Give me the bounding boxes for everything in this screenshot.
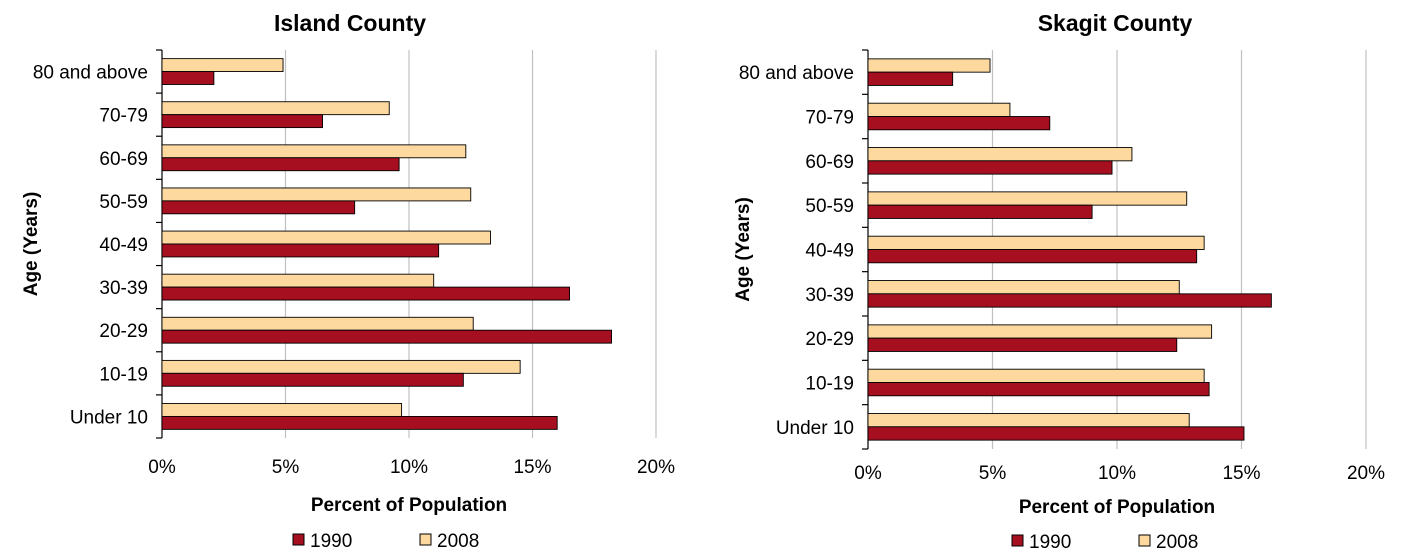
bar-2008-50-59: [161, 187, 472, 202]
category-label: 10-19: [99, 364, 148, 385]
bar-2008-10-19: [161, 359, 521, 374]
category-label: 60-69: [805, 152, 854, 173]
x-tick-label: 10%: [390, 457, 428, 478]
bar-2008-30-39: [161, 273, 435, 288]
bar-2008-under-10: [867, 413, 1190, 428]
x-tick-label: 10%: [1098, 463, 1136, 484]
chart-title: Skagit County: [1038, 10, 1193, 36]
legend-label-2008: 2008: [1156, 532, 1198, 553]
chart-panel-1: Island County Under 10 10-19 20-29 30-39 40-4…: [21, 10, 675, 552]
x-tick-label: 15%: [513, 457, 551, 478]
bar-1990-under-10: [161, 415, 558, 430]
category-label: 80 and above: [33, 63, 148, 84]
x-axis-title: Percent of Population: [1019, 497, 1215, 518]
category-label: 50-59: [805, 196, 854, 217]
category-label: Under 10: [776, 418, 854, 439]
bar-2008-under-10: [161, 403, 403, 417]
bar-2008-10-19: [867, 368, 1205, 383]
bar-1990-80-and-above: [867, 71, 954, 86]
x-tick-label: 20%: [637, 457, 675, 478]
bar-1990-30-39: [867, 293, 1272, 308]
chart-title: Island County: [274, 10, 426, 36]
x-tick-label: 5%: [979, 463, 1007, 484]
bar-1990-10-19: [161, 372, 464, 387]
category-label: 70-79: [99, 106, 148, 127]
category-label: 30-39: [99, 278, 148, 299]
bar-1990-50-59: [867, 204, 1093, 219]
bar-1990-40-49: [161, 243, 440, 258]
legend-label-1990: 1990: [310, 531, 352, 552]
category-label: 80 and above: [739, 63, 854, 84]
y-axis-title: Age (Years): [21, 192, 42, 297]
bar-1990-70-79: [161, 114, 324, 129]
bar-2008-80-and-above: [161, 58, 284, 73]
y-axis-title: Age (Years): [733, 197, 754, 302]
legend-swatch-1990: [1011, 534, 1024, 547]
bar-2008-40-49: [161, 230, 491, 245]
category-label: 10-19: [805, 374, 854, 395]
bar-1990-50-59: [161, 200, 356, 215]
legend-label-2008: 2008: [437, 531, 479, 552]
category-label: 40-49: [805, 241, 854, 262]
legend-swatch-2008: [419, 533, 432, 546]
bar-2008-20-29: [161, 316, 474, 331]
category-label: 60-69: [99, 149, 148, 170]
x-tick-label: 0%: [148, 457, 176, 478]
category-label: 70-79: [805, 108, 854, 129]
bar-2008-60-69: [867, 147, 1133, 162]
bar-1990-70-79: [867, 116, 1051, 131]
bar-2008-80-and-above: [867, 58, 991, 73]
category-label: 20-29: [805, 329, 854, 350]
bar-2008-40-49: [867, 235, 1205, 250]
category-label: 20-29: [99, 321, 148, 342]
x-tick-label: 20%: [1347, 463, 1385, 484]
bar-2008-60-69: [161, 144, 467, 159]
category-label: 30-39: [805, 285, 854, 306]
legend: 1990 2008: [292, 531, 479, 552]
x-tick-label: 0%: [854, 463, 882, 484]
bar-1990-30-39: [161, 286, 570, 301]
bar-1990-60-69: [161, 157, 400, 172]
x-tick-label: 15%: [1222, 463, 1260, 484]
legend-label-1990: 1990: [1029, 532, 1071, 553]
chart-panel-2: Skagit County Under 10 10-19 20-29 30-39 40-4…: [733, 10, 1385, 553]
bar-1990-20-29: [867, 337, 1178, 352]
bar-1990-20-29: [161, 329, 612, 344]
legend-swatch-2008: [1138, 534, 1151, 547]
bar-2008-30-39: [867, 280, 1180, 295]
x-tick-label: 5%: [272, 457, 300, 478]
bar-1990-80-and-above: [161, 71, 215, 85]
x-axis-title: Percent of Population: [311, 495, 507, 516]
bar-1990-under-10: [867, 426, 1245, 441]
bar-1990-60-69: [867, 160, 1113, 175]
bar-2008-50-59: [867, 191, 1188, 206]
bar-2008-70-79: [867, 102, 1011, 117]
bar-2008-70-79: [161, 101, 390, 116]
legend-swatch-1990: [292, 533, 305, 546]
bar-2008-20-29: [867, 324, 1213, 339]
category-label: Under 10: [70, 407, 148, 428]
legend: 1990 2008: [1011, 532, 1198, 553]
category-label: 40-49: [99, 235, 148, 256]
bar-1990-40-49: [867, 249, 1198, 264]
category-label: 50-59: [99, 192, 148, 213]
bar-1990-10-19: [867, 382, 1210, 397]
